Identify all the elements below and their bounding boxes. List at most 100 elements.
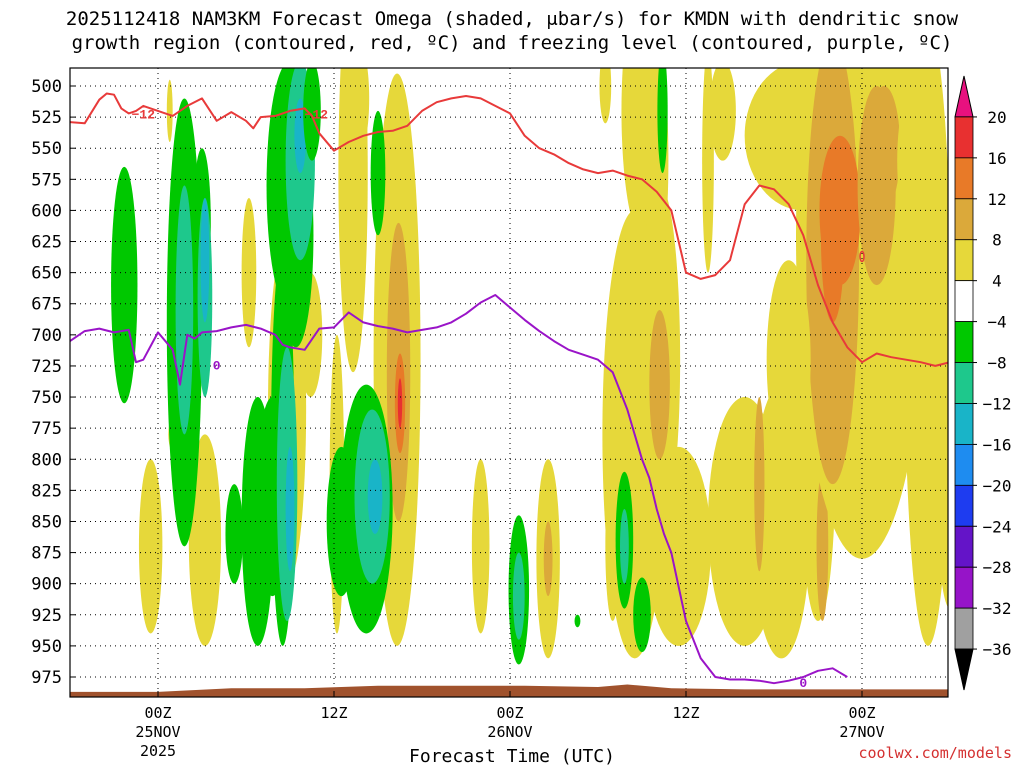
y-tick-label: 525 (31, 108, 62, 128)
contour-layer: −12 −12 0 0 (70, 92, 948, 691)
y-tick-label: 700 (31, 326, 62, 346)
colorbar-swatch (954, 648, 974, 691)
x-tick-label: 12Z (672, 704, 699, 722)
freezing-level-contour (70, 294, 848, 685)
omega-shading-cell (754, 397, 765, 572)
colorbar-label: 20 (987, 108, 1006, 127)
x-tick-label: 12Z (320, 704, 347, 722)
x-tick-label: 00Z (848, 704, 875, 722)
colorbar-label: −24 (983, 517, 1012, 536)
y-tick-label: 600 (31, 201, 62, 221)
y-tick-label: 950 (31, 637, 62, 657)
dgz-small-contour (859, 250, 865, 263)
dgz-contour-label: −12 (305, 107, 329, 122)
credit-link[interactable]: coolwx.com/models (858, 744, 1012, 762)
omega-shading-cell (620, 509, 629, 584)
omega-shading-cell (303, 68, 321, 161)
omega-shading-cell (111, 166, 138, 404)
omega-shading-cell (166, 79, 173, 142)
y-tick-label: 875 (31, 544, 62, 564)
colorbar-label: 4 (992, 272, 1002, 291)
omega-shading-cell (471, 459, 490, 634)
chart-title-line2: growth region (contoured, red, ºC) and f… (71, 32, 953, 54)
omega-shading-cell (200, 197, 210, 323)
omega-shading-layer (111, 68, 948, 665)
omega-shading-cell (766, 260, 811, 460)
omega-shading-cell (241, 197, 257, 348)
y-tick-label: 725 (31, 357, 62, 377)
omega-shading-cell (175, 185, 194, 435)
y-tick-label: 750 (31, 388, 62, 408)
omega-shading-cell (138, 459, 163, 634)
colorbar-swatch (954, 198, 974, 241)
colorbar-swatch (954, 116, 974, 159)
plot-frame (69, 67, 949, 698)
omega-shading-cell (285, 446, 295, 572)
freezing-contour-label: 0 (213, 359, 221, 374)
chart-title-line1: 2025112418 NAM3KM Forecast Omega (shaded… (65, 8, 959, 30)
colorbar-swatch (954, 321, 974, 363)
dgz-contour-label: −12 (132, 107, 156, 122)
colorbar-swatch (954, 280, 974, 322)
omega-shading-cell (646, 446, 711, 646)
colorbar-label: −12 (983, 394, 1012, 413)
colorbar-label: 8 (992, 231, 1002, 250)
x-tick-label: 27NOV (839, 723, 884, 741)
colorbar-label: −4 (987, 313, 1006, 332)
axes-layer: 500 525 550 575 600 625 650 675 700 725 750 775 800 8… (31, 67, 949, 760)
omega-shading-cell (574, 614, 581, 628)
colorbar-label: 16 (987, 149, 1006, 168)
terrain-layer (70, 684, 948, 697)
y-tick-label: 800 (31, 450, 62, 470)
x-tick-label: 2025 (140, 742, 176, 760)
colorbar-label: −20 (983, 476, 1012, 495)
x-tick-label: 00Z (496, 704, 523, 722)
colorbar-label: −32 (983, 599, 1012, 618)
y-tick-label: 925 (31, 606, 62, 626)
dgz-minus12-contour (70, 92, 948, 367)
y-tick-label: 500 (31, 77, 62, 97)
omega-shading-cell (351, 68, 370, 149)
x-axis-label: Forecast Time (UTC) (409, 746, 615, 767)
colorbar-swatch (954, 403, 974, 445)
y-tick-label: 575 (31, 170, 62, 190)
y-tick-label: 625 (31, 233, 62, 253)
colorbar-label: −36 (983, 640, 1012, 659)
omega-shading-cell (599, 68, 612, 124)
y-tick-label: 900 (31, 575, 62, 595)
x-tick-label: 00Z (144, 704, 171, 722)
omega-shading-cell (512, 552, 525, 640)
y-tick-label: 850 (31, 512, 62, 532)
omega-shading-cell (657, 68, 668, 174)
omega-shading-cell (397, 378, 403, 429)
colorbar-swatch (954, 239, 974, 282)
x-tick-label: 26NOV (487, 723, 532, 741)
colorbar-label: 12 (987, 190, 1006, 209)
y-tick-label: 675 (31, 295, 62, 315)
colorbar-swatch (954, 362, 974, 404)
omega-shading-cell (543, 521, 553, 597)
colorbar-swatch (954, 443, 974, 486)
colorbar-layer: 20 16 12 8 4 −4 −8 −12 −16 −20 −24 −28 −32 −36 (954, 75, 1012, 691)
colorbar-swatch (954, 484, 974, 527)
y-tick-label: 775 (31, 419, 62, 439)
omega-shading-cell (370, 110, 386, 236)
colorbar-swatch (954, 75, 974, 118)
omega-shading-cell (633, 577, 651, 653)
colorbar-label: −8 (987, 354, 1006, 373)
colorbar-swatch (954, 566, 974, 609)
omega-shading-cell (367, 459, 383, 534)
colorbar-label: −16 (983, 435, 1012, 454)
y-tick-label: 975 (31, 668, 62, 688)
colorbar-swatch (954, 607, 974, 650)
freezing-contour-label: 0 (799, 676, 807, 691)
x-tick-label: 25NOV (135, 723, 180, 741)
omega-shading-cell (294, 98, 307, 174)
colorbar-label: −28 (983, 558, 1012, 577)
colorbar-swatch (954, 525, 974, 568)
y-tick-label: 825 (31, 481, 62, 501)
y-tick-label: 650 (31, 264, 62, 284)
y-tick-label: 550 (31, 139, 62, 159)
colorbar-swatch (954, 157, 974, 200)
